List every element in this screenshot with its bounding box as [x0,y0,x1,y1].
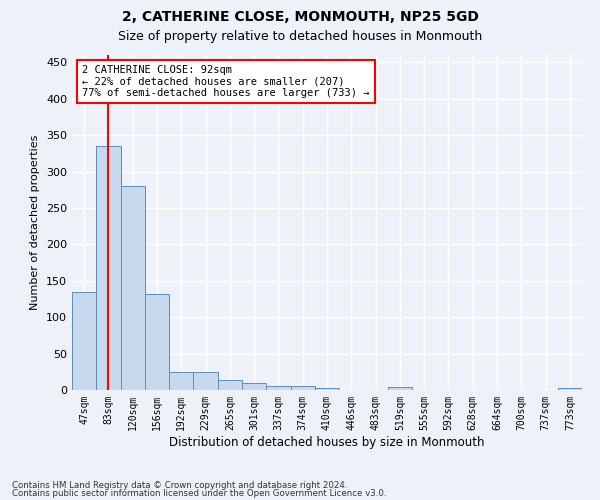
Bar [218,380,242,390]
Bar [558,388,582,390]
Bar [388,387,412,390]
Bar [266,386,290,390]
Bar [242,382,266,390]
Text: Contains public sector information licensed under the Open Government Licence v3: Contains public sector information licen… [12,488,386,498]
Bar [169,372,193,390]
Bar [315,388,339,390]
Bar [193,372,218,390]
Text: 2 CATHERINE CLOSE: 92sqm
← 22% of detached houses are smaller (207)
77% of semi-: 2 CATHERINE CLOSE: 92sqm ← 22% of detach… [82,65,370,98]
X-axis label: Distribution of detached houses by size in Monmouth: Distribution of detached houses by size … [169,436,485,448]
Bar [290,386,315,390]
Bar [96,146,121,390]
Bar [72,292,96,390]
Text: Contains HM Land Registry data © Crown copyright and database right 2024.: Contains HM Land Registry data © Crown c… [12,481,347,490]
Y-axis label: Number of detached properties: Number of detached properties [31,135,40,310]
Bar [121,186,145,390]
Bar [145,294,169,390]
Text: Size of property relative to detached houses in Monmouth: Size of property relative to detached ho… [118,30,482,43]
Text: 2, CATHERINE CLOSE, MONMOUTH, NP25 5GD: 2, CATHERINE CLOSE, MONMOUTH, NP25 5GD [122,10,478,24]
